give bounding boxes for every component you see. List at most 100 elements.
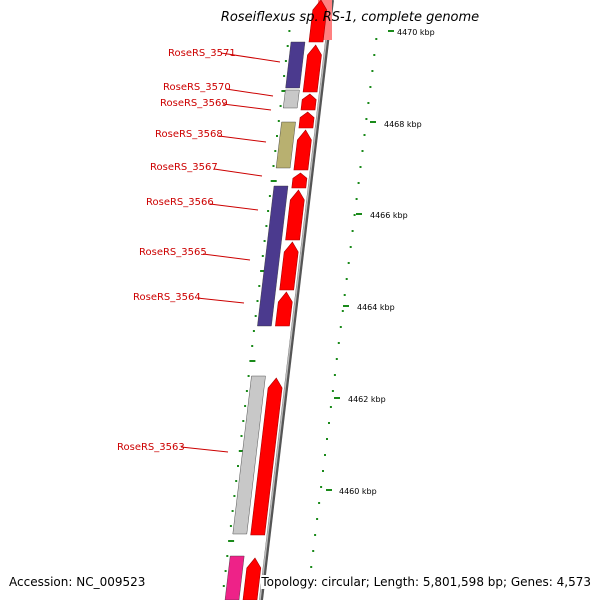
tick-dot xyxy=(276,135,278,137)
connector-line xyxy=(196,297,245,304)
gene-label: RoseRS_3563 xyxy=(117,442,185,453)
tick-dot xyxy=(240,435,243,437)
major-tick xyxy=(356,213,362,215)
tick-dot xyxy=(316,518,319,520)
gene-arrow xyxy=(302,44,322,93)
genome-summary: Topology: circular; Length: 5,801,598 bp… xyxy=(261,575,591,589)
tick-dot xyxy=(357,182,360,184)
tick-dot xyxy=(322,470,324,472)
gene-arrow xyxy=(250,377,283,536)
tick-dot xyxy=(235,480,238,482)
gene-label-layer: RoseRS_3571 RoseRS_3570 RoseRS_3569 Rose… xyxy=(117,48,281,453)
gene-arrow xyxy=(242,557,262,600)
connector-line xyxy=(202,253,251,261)
tick-dot xyxy=(355,198,358,200)
accession-label: Accession: NC_009523 xyxy=(9,575,146,589)
tick-label: 4470 kbp xyxy=(397,28,435,37)
tick-dot xyxy=(314,534,317,536)
gene-block xyxy=(282,89,300,109)
tick-dot xyxy=(371,70,374,72)
tick-dot xyxy=(233,495,236,497)
tick-dot xyxy=(254,315,257,317)
outer-dotted-arc xyxy=(310,30,394,568)
tick-dot xyxy=(375,38,378,40)
tick-dot xyxy=(260,270,267,272)
tick-dot xyxy=(245,390,248,392)
genome-backbone xyxy=(259,0,334,600)
tick-dot xyxy=(238,450,245,452)
gene-label: RoseRS_3570 xyxy=(163,82,231,93)
tick-dot xyxy=(320,486,323,488)
major-tick xyxy=(388,30,394,32)
tick-dot xyxy=(310,566,313,568)
tick-dot xyxy=(324,454,326,456)
tick-label: 4460 kbp xyxy=(339,487,377,496)
tick-dot xyxy=(359,166,362,168)
tick-dot xyxy=(339,326,342,328)
tick-dot xyxy=(242,420,245,422)
tick-label: 4468 kbp xyxy=(384,120,422,129)
gene-features xyxy=(224,0,332,600)
tick-dot xyxy=(351,230,354,232)
tick-dot xyxy=(274,150,277,152)
tick-dot xyxy=(281,90,288,92)
gene-arrow xyxy=(293,129,312,171)
tick-label: 4462 kbp xyxy=(348,395,386,404)
connector-line xyxy=(222,103,272,111)
tick-dot xyxy=(267,210,270,212)
tick-dot xyxy=(224,570,227,572)
tick-dot xyxy=(277,120,280,122)
gene-block xyxy=(285,41,306,89)
gene-arrow xyxy=(291,172,308,189)
gene-label: RoseRS_3566 xyxy=(146,197,214,208)
gene-arrow xyxy=(275,291,293,327)
tick-dot xyxy=(329,406,332,408)
major-tick xyxy=(334,397,340,399)
major-tick xyxy=(343,305,349,307)
gene-arrow xyxy=(298,111,315,129)
tick-dot xyxy=(365,118,368,120)
tick-dot xyxy=(251,345,254,347)
tick-dot xyxy=(361,150,364,152)
tick-dot xyxy=(226,555,229,557)
tick-dot xyxy=(343,294,346,296)
gene-block xyxy=(257,185,289,327)
tick-dot xyxy=(288,30,291,32)
tick-dot xyxy=(263,240,266,242)
gene-label: RoseRS_3568 xyxy=(155,129,223,140)
connector-line xyxy=(220,52,281,63)
tick-dot xyxy=(268,195,271,197)
gene-label: RoseRS_3571 xyxy=(168,48,236,59)
tick-dot xyxy=(363,134,366,136)
major-tick xyxy=(326,489,332,491)
tick-dot xyxy=(331,390,334,392)
tick-dot xyxy=(265,225,268,227)
tick-dot xyxy=(284,60,287,62)
tick-dot xyxy=(353,214,356,216)
tick-dot xyxy=(312,550,315,552)
tick-dot xyxy=(237,465,239,467)
tick-dot xyxy=(341,310,344,312)
tick-dot xyxy=(222,585,225,587)
major-tick xyxy=(370,121,376,123)
connector-line xyxy=(213,168,263,177)
kbp-tick-labels: 4470 kbp 4468 kbp 4466 kbp 4464 kbp 4462… xyxy=(339,28,435,496)
tick-dot xyxy=(286,45,289,47)
tick-dot xyxy=(231,510,234,512)
tick-dot xyxy=(252,330,255,332)
gene-block xyxy=(275,121,296,169)
inner-dotted-arc xyxy=(222,30,291,587)
tick-dot xyxy=(270,180,277,182)
gene-block xyxy=(232,375,266,535)
tick-dot xyxy=(283,75,286,77)
tick-dot xyxy=(326,438,328,440)
tick-dot xyxy=(347,262,350,264)
tick-dot xyxy=(369,86,372,88)
gene-label: RoseRS_3565 xyxy=(139,247,207,258)
genome-backbone-highlight xyxy=(259,0,332,600)
tick-label: 4466 kbp xyxy=(370,211,408,220)
tick-dot xyxy=(247,375,250,377)
connector-line xyxy=(209,203,259,211)
gene-arrow xyxy=(285,189,305,241)
